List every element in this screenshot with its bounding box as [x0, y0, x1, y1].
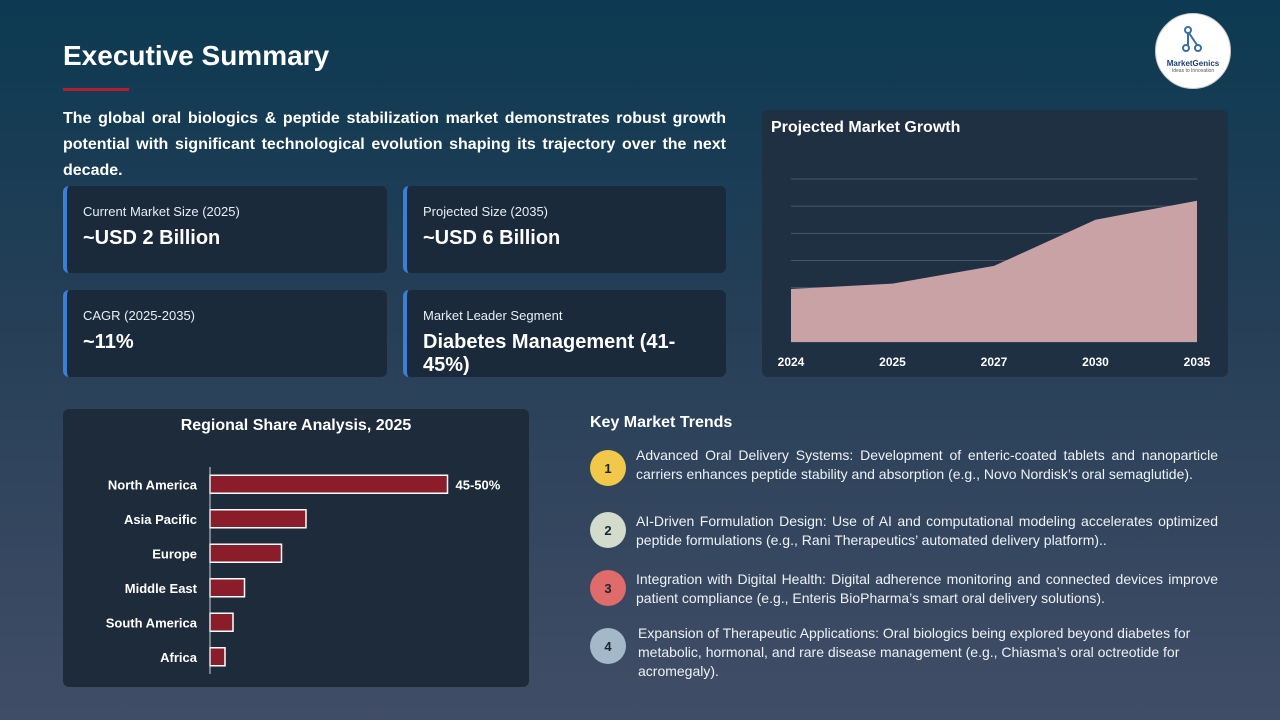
metric-value: ~USD 6 Billion — [423, 227, 561, 249]
metric-label: Market Leader Segment — [423, 308, 563, 323]
metric-card: Current Market Size (2025) ~USD 2 Billion — [63, 186, 387, 273]
logo-tagline: Ideas to Innovation — [1171, 68, 1215, 74]
trends-title: Key Market Trends — [590, 414, 733, 431]
intro: The global oral biologics & peptide stab… — [63, 110, 726, 179]
metric-value: Diabetes Management (41-45%) — [423, 331, 676, 376]
logo-name: MarketGenics — [1166, 59, 1220, 68]
metric-card: Market Leader Segment Diabetes Management… — [403, 290, 726, 377]
metric-label: Current Market Size (2025) — [83, 204, 240, 219]
metric-value: ~USD 2 Billion — [83, 227, 221, 249]
growth-card — [762, 110, 1228, 377]
metric-label: Projected Size (2035) — [423, 204, 549, 219]
title: Executive Summary — [63, 40, 330, 71]
logo-icon — [1182, 26, 1202, 52]
metric-label: CAGR (2025-2035) — [83, 308, 195, 323]
trend-badge: 1 — [590, 450, 626, 486]
metric-value: ~11% — [83, 331, 134, 353]
trend-text: Advanced Oral Delivery Systems: Developm… — [636, 447, 1218, 482]
regional-card — [63, 409, 529, 687]
trend-text: Expansion of Therapeutic Applications: O… — [638, 625, 1191, 679]
metric-card: Projected Size (2035) ~USD 6 Billion — [403, 186, 726, 273]
logo: MarketGenics Ideas to Innovation — [1155, 13, 1231, 89]
trend-badge: 4 — [590, 628, 626, 664]
trend-text: Integration with Digital Health: Digital… — [636, 571, 1218, 606]
trend-text: AI-Driven Formulation Design: Use of AI … — [636, 513, 1218, 548]
trend-badge: 2 — [590, 512, 626, 548]
trend-badge: 3 — [590, 570, 626, 606]
title-underline — [63, 88, 129, 91]
metric-card: CAGR (2025-2035) ~11% — [63, 290, 387, 377]
